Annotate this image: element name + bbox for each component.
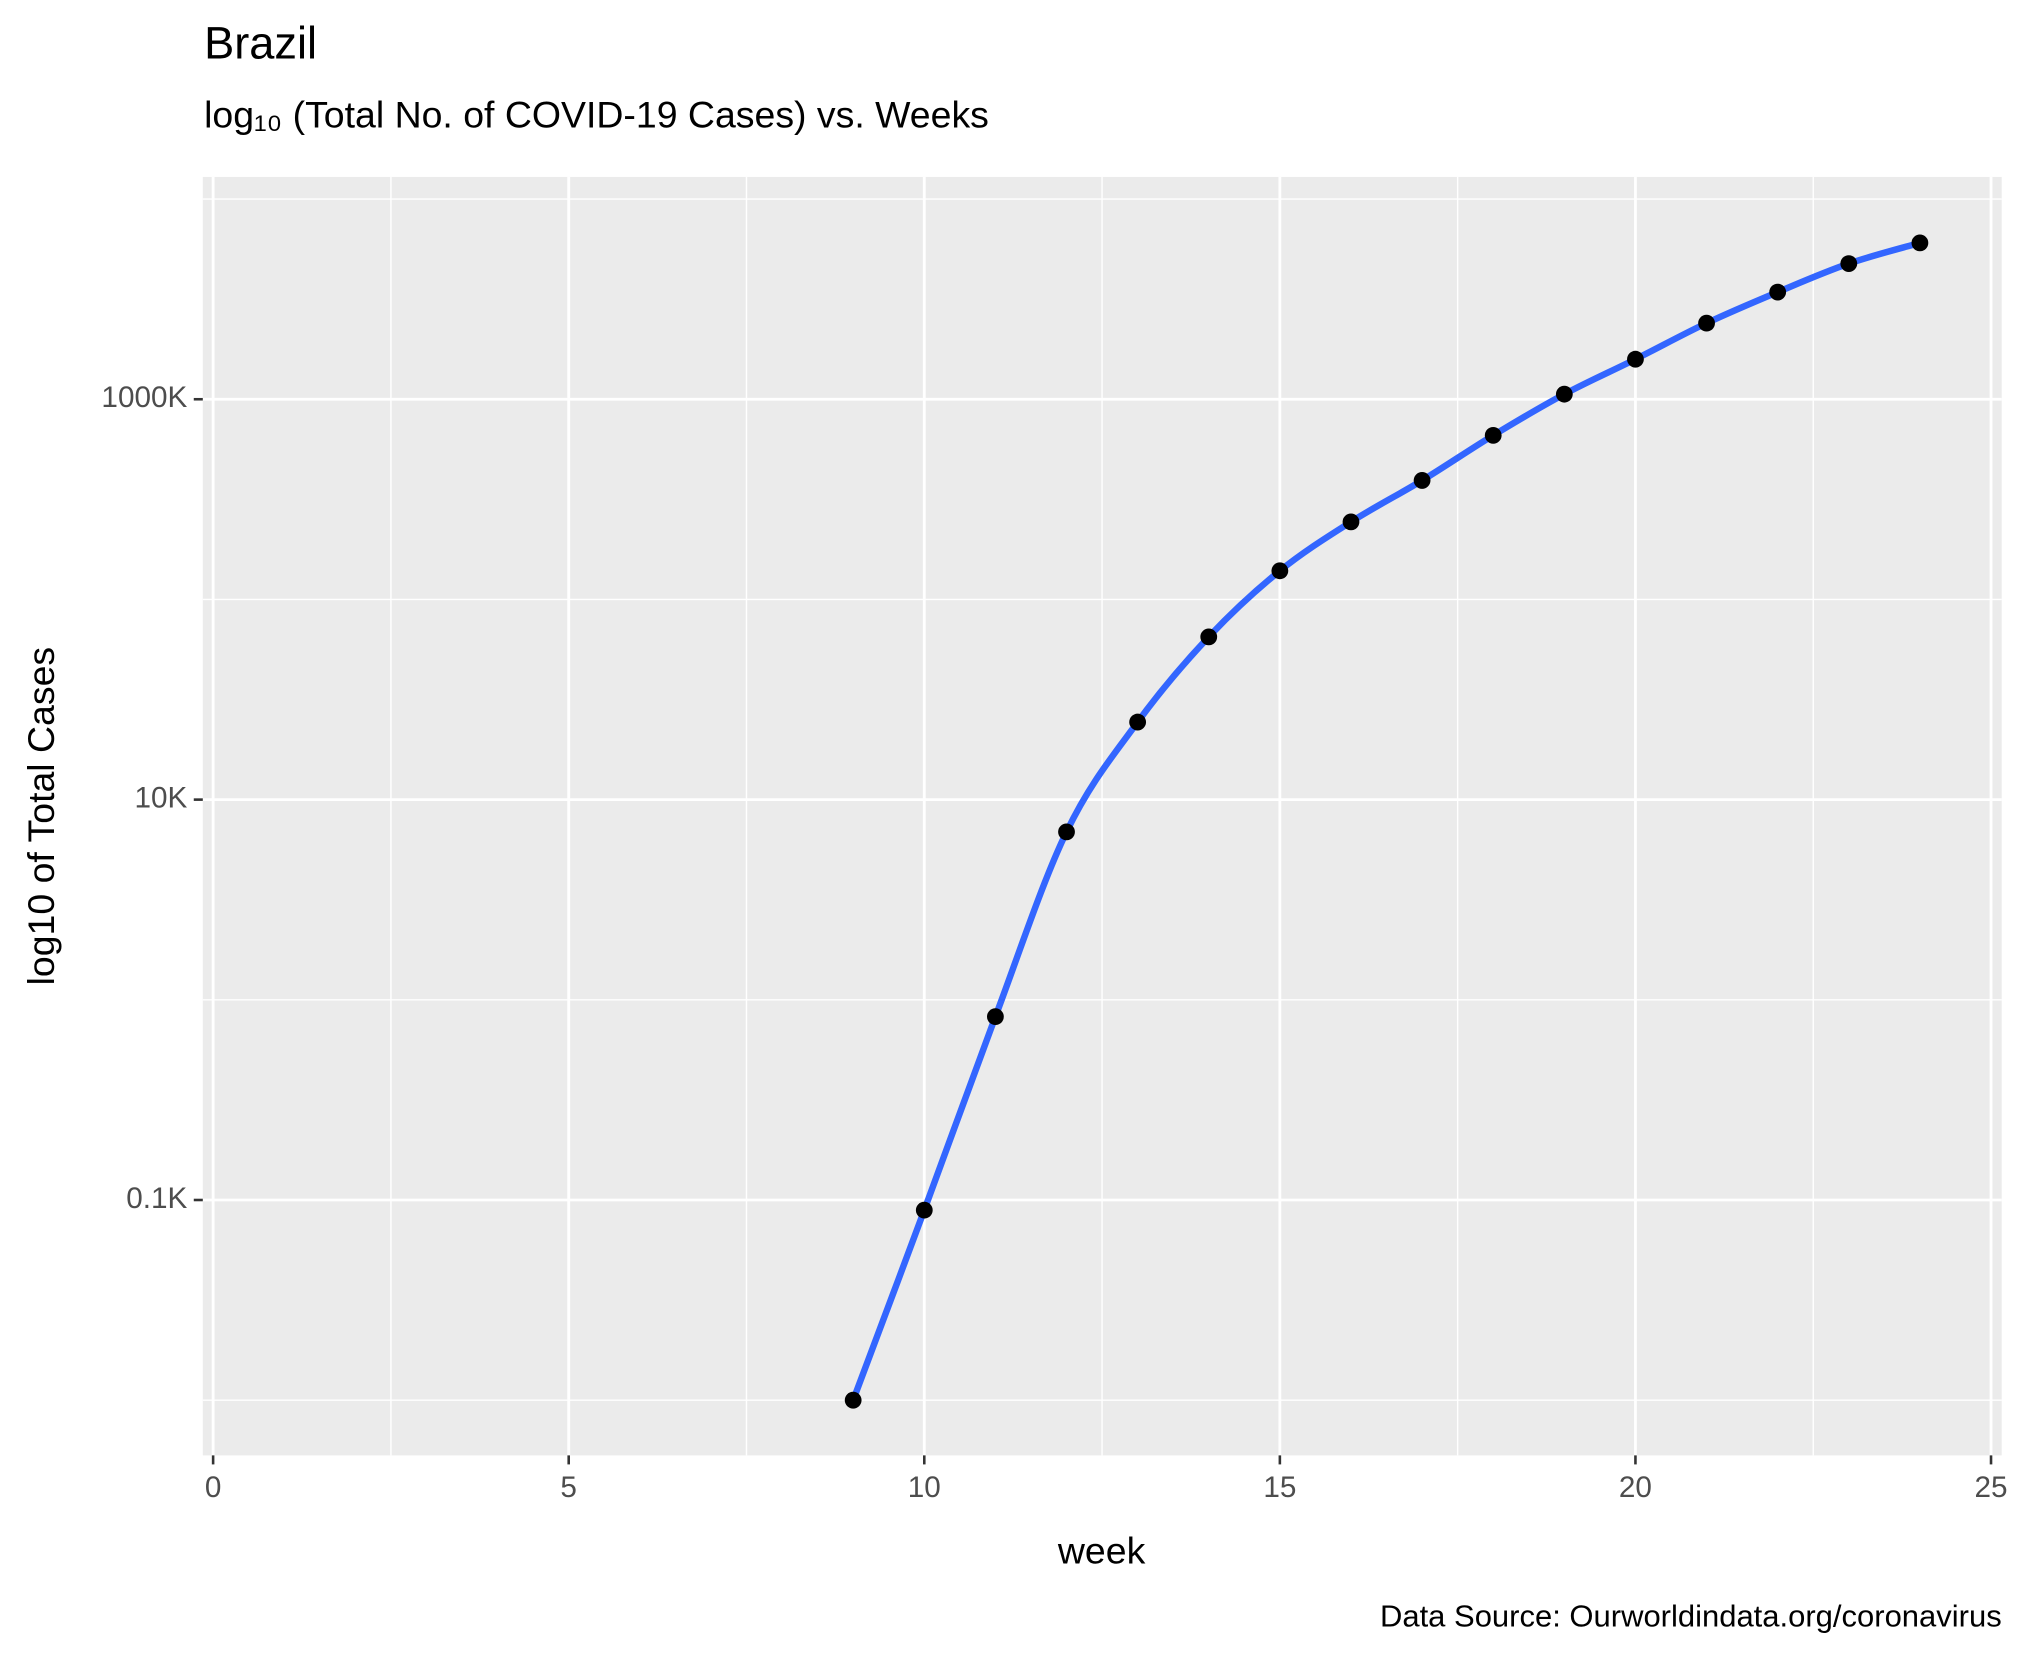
grid (202, 176, 2002, 1456)
x-tick-label: 10 (908, 1471, 941, 1504)
y-tick-label: 1000K (101, 381, 187, 414)
caption: Data Source: Ourworldindata.org/coronavi… (1380, 1598, 2002, 1633)
point (1200, 628, 1218, 646)
axes: 0.1K 10K 1000K 0 5 10 15 20 25 (101, 381, 2007, 1504)
point (631, 1459, 648, 1476)
x-tick-label: 0 (205, 1471, 222, 1504)
y-axis-title: log10 of Total Cases (20, 647, 62, 986)
point (703, 1459, 720, 1476)
point (1129, 713, 1147, 731)
point (1555, 385, 1573, 403)
point (1484, 426, 1502, 444)
y-tick-label: 0.1K (126, 1182, 187, 1215)
point (1769, 283, 1787, 301)
point (347, 1459, 364, 1476)
chart-title: Brazil (204, 17, 317, 68)
point (987, 1008, 1004, 1026)
x-tick-label: 20 (1619, 1471, 1652, 1504)
x-axis-title: week (1057, 1529, 1146, 1571)
point (489, 1459, 506, 1476)
x-tick-label: 25 (1975, 1471, 2008, 1504)
chart-subtitle: log₁₀ (Total No. of COVID-19 Cases) vs. … (204, 93, 989, 135)
point (1413, 472, 1431, 489)
point (915, 1201, 933, 1219)
point (1840, 255, 1858, 272)
point (1058, 823, 1075, 841)
point (1271, 562, 1289, 580)
point (774, 1459, 791, 1476)
point (1342, 513, 1360, 531)
point (276, 1459, 293, 1476)
point (1911, 234, 1929, 252)
point (1698, 314, 1715, 332)
x-tick-label: 15 (1263, 1471, 1296, 1504)
point (844, 1391, 862, 1409)
plot-area (276, 234, 1929, 1476)
y-tick-label: 10K (134, 781, 187, 814)
point (418, 1459, 435, 1476)
point (1627, 350, 1644, 368)
x-tick-label: 5 (560, 1471, 577, 1504)
